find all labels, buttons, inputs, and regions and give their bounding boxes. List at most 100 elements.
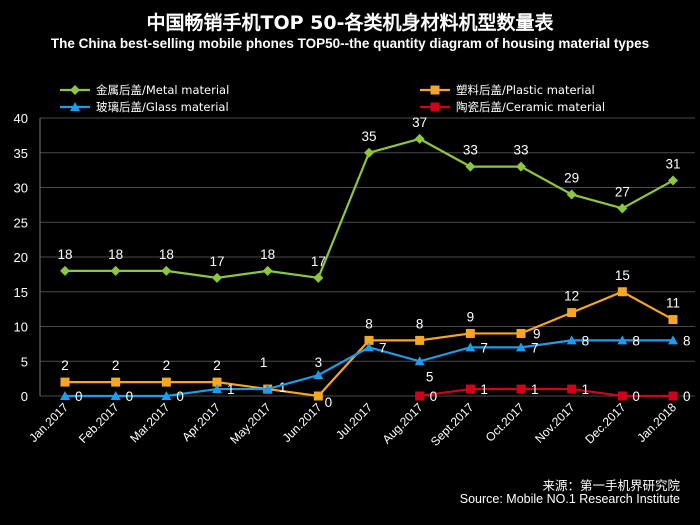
data-label: 1 <box>260 355 268 370</box>
data-point <box>617 335 628 345</box>
data-point <box>465 161 476 172</box>
y-tick-label: 15 <box>14 285 28 300</box>
x-tick-label: Jun.2017 <box>280 400 325 445</box>
y-tick-label: 25 <box>14 215 28 230</box>
data-label: 18 <box>159 247 174 262</box>
x-tick-label: Mar.2017 <box>127 400 173 446</box>
source-en: Source: Mobile NO.1 Research Institute <box>459 492 680 506</box>
legend-label: 塑料后盖/Plastic material <box>456 83 595 97</box>
data-point <box>161 391 172 400</box>
data-label: 18 <box>260 247 275 262</box>
x-tick-label: Sept.2017 <box>428 400 477 449</box>
data-label: 8 <box>632 333 640 348</box>
data-label: 2 <box>61 358 69 373</box>
series-line <box>419 387 673 398</box>
data-label: 3 <box>315 355 323 370</box>
data-point <box>161 265 172 276</box>
y-tick-label: 20 <box>14 250 28 265</box>
data-label: 7 <box>531 340 539 355</box>
data-label: 5 <box>426 369 434 384</box>
data-point <box>668 315 678 325</box>
data-label: 17 <box>311 254 326 269</box>
y-tick-label: 10 <box>14 320 28 335</box>
data-point <box>516 328 526 338</box>
data-label: 0 <box>325 395 333 410</box>
data-point <box>668 391 678 401</box>
data-label: 0 <box>430 389 438 404</box>
data-point <box>60 377 70 387</box>
data-label: 7 <box>379 340 387 355</box>
data-point <box>414 356 425 366</box>
data-point <box>415 335 425 345</box>
data-point <box>212 272 222 283</box>
data-label: 7 <box>480 340 488 355</box>
data-point <box>161 377 171 387</box>
data-point <box>617 391 627 401</box>
data-label: 31 <box>665 157 680 172</box>
data-point <box>617 203 628 214</box>
data-label: 0 <box>683 389 691 404</box>
legend-marker <box>70 102 80 111</box>
x-tick-label: Jul.2017 <box>333 400 375 442</box>
data-label: 17 <box>209 254 224 269</box>
y-tick-label: 35 <box>14 146 28 161</box>
data-label: 0 <box>176 389 184 404</box>
data-label: 1 <box>531 382 539 397</box>
y-tick-label: 0 <box>21 389 28 404</box>
data-label: 2 <box>112 358 120 373</box>
x-tick-label: Jan.2017 <box>26 400 71 445</box>
x-tick-label: Nov.2017 <box>532 400 578 446</box>
data-point <box>111 377 121 387</box>
data-label: 1 <box>480 382 488 397</box>
x-tick-label: Aug.2017 <box>380 400 426 446</box>
data-label: 27 <box>615 184 630 199</box>
chart-title-en: The China best-selling mobile phones TOP… <box>50 36 650 51</box>
data-label: 12 <box>564 289 579 304</box>
data-label: 8 <box>416 316 424 331</box>
data-point <box>668 335 678 345</box>
data-point <box>415 391 425 401</box>
data-point <box>465 328 475 338</box>
legend-marker <box>430 85 440 95</box>
data-point <box>313 272 324 283</box>
data-label: 9 <box>467 309 475 324</box>
data-label: 2 <box>163 358 171 373</box>
data-label: 11 <box>666 296 680 311</box>
data-point <box>414 133 425 144</box>
data-label: 35 <box>361 129 376 144</box>
legend-label: 陶瓷后盖/Ceramic material <box>456 100 605 114</box>
data-label: 33 <box>463 143 478 158</box>
data-point <box>364 335 374 345</box>
y-tick-label: 40 <box>14 111 28 126</box>
data-point <box>516 342 526 352</box>
data-point <box>364 342 374 352</box>
data-label: 0 <box>75 389 83 404</box>
x-tick-label: Jan.2018 <box>634 400 679 445</box>
data-point <box>110 391 121 400</box>
legend-marker <box>430 102 440 112</box>
data-label: 8 <box>365 316 373 331</box>
data-point <box>668 175 678 186</box>
data-point <box>617 287 627 297</box>
data-label: 8 <box>582 333 590 348</box>
chart-title-cn: 中国畅销手机TOP 50-各类机身材料机型数量表 <box>146 12 554 34</box>
data-point <box>566 335 577 345</box>
data-label: 9 <box>533 326 541 341</box>
data-point <box>516 161 526 172</box>
data-point <box>567 308 577 318</box>
data-label: 1 <box>582 382 590 397</box>
data-point <box>516 384 526 394</box>
data-point <box>262 265 273 276</box>
data-label: 0 <box>632 389 640 404</box>
data-label: 1 <box>279 380 287 395</box>
data-label: 1 <box>227 382 235 397</box>
source-cn: 来源：第一手机界研究院 <box>542 478 680 493</box>
data-label: 15 <box>615 268 630 283</box>
data-point <box>364 147 374 158</box>
data-label: 0 <box>126 389 134 404</box>
data-point <box>60 391 70 400</box>
x-tick-label: Oct.2017 <box>483 400 528 445</box>
x-tick-label: May.2017 <box>227 400 274 447</box>
